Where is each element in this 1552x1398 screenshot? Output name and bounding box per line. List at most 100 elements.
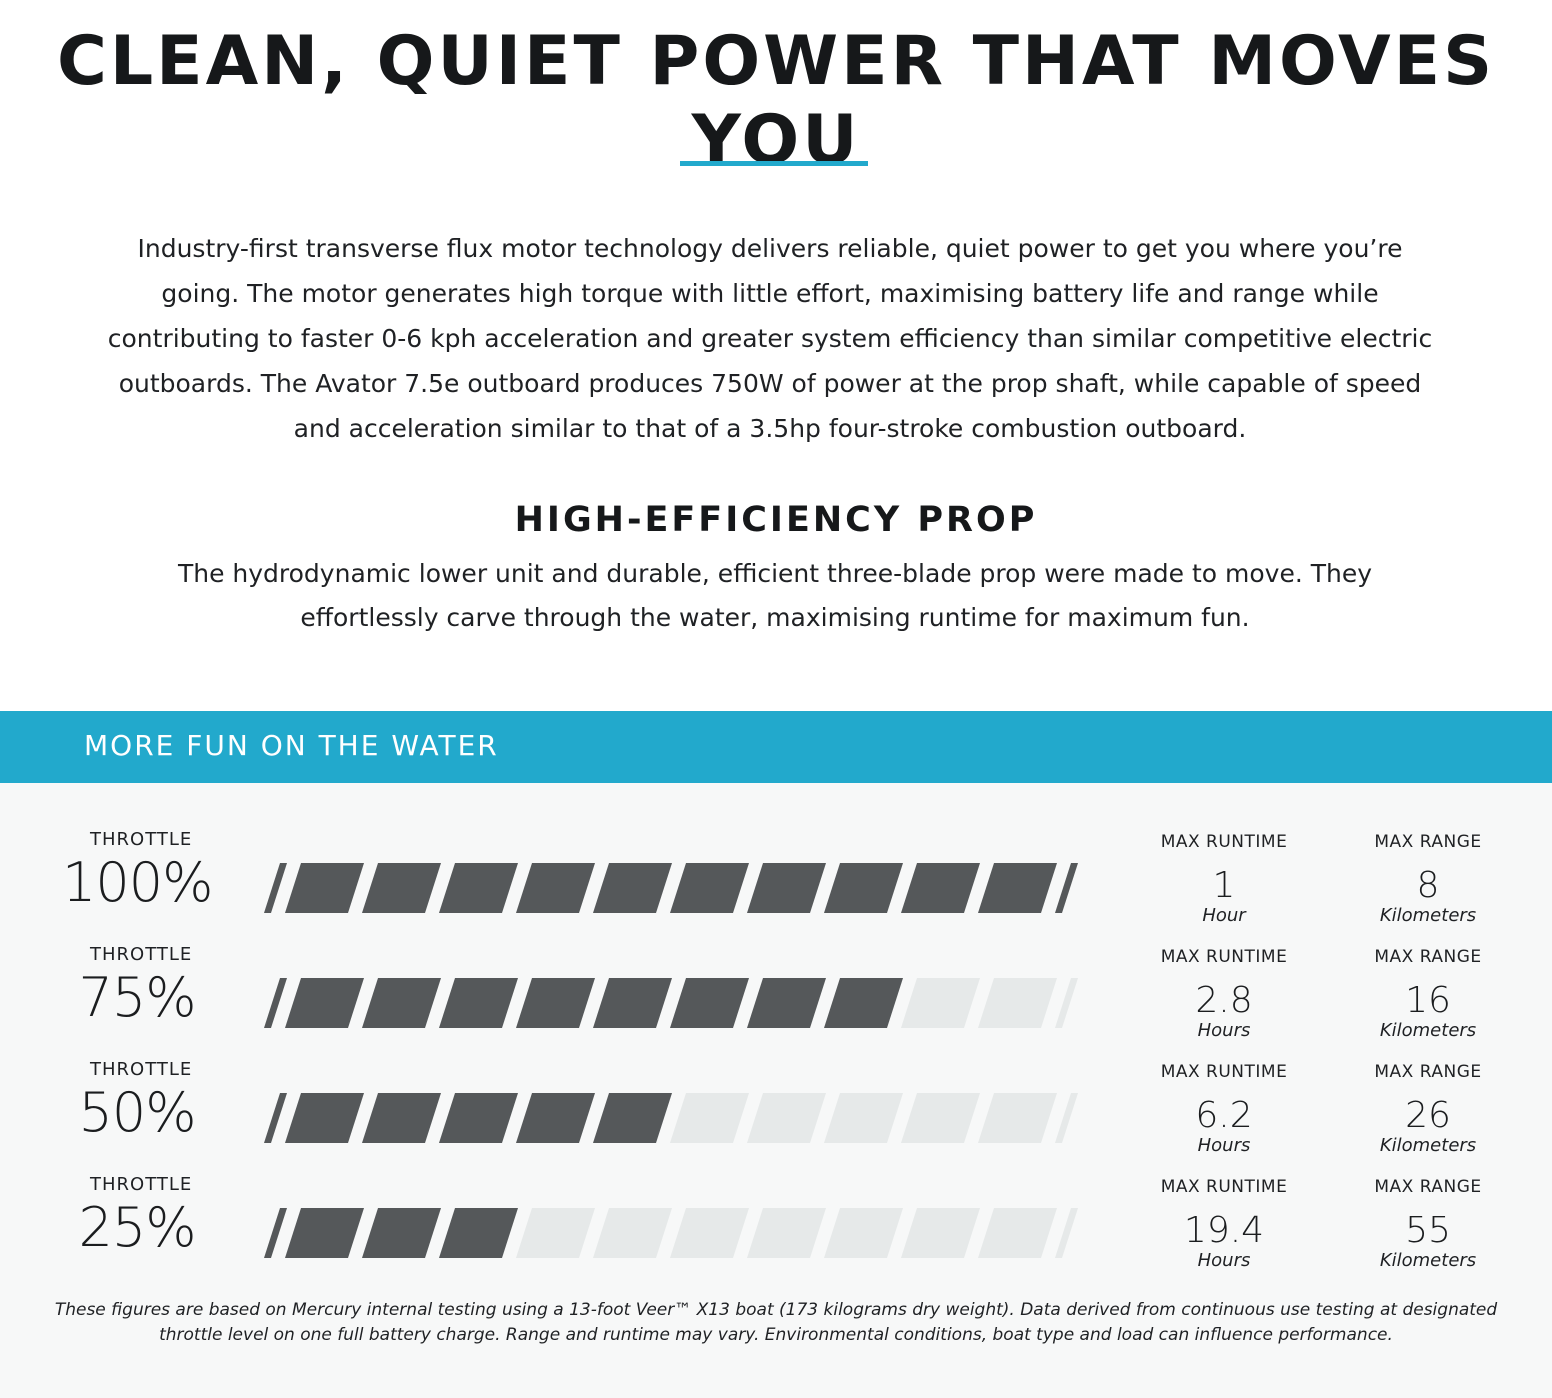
meter-segment-filled xyxy=(362,978,441,1028)
max-range-value: 26 xyxy=(1405,1095,1451,1136)
max-range-unit: Kilometers xyxy=(1379,905,1477,926)
meter-segment-empty xyxy=(901,1208,980,1258)
meter-segment-filled xyxy=(439,1093,518,1143)
max-runtime-value: 2.8 xyxy=(1195,980,1253,1021)
throttle-meter xyxy=(264,1093,1078,1143)
max-runtime-unit: Hours xyxy=(1197,1250,1251,1271)
meter-segment-filled xyxy=(901,863,980,913)
throttle-row: THROTTLE 50% MAX RUNTIME 6.2 Hours MAX R… xyxy=(0,1013,1552,1156)
meter-segment-empty xyxy=(747,1208,826,1258)
meter-start-slash xyxy=(264,1208,287,1258)
max-runtime-label: MAX RUNTIME xyxy=(1160,947,1288,967)
throttle-label: THROTTLE xyxy=(90,1059,193,1080)
meter-segment-filled xyxy=(362,1208,441,1258)
max-runtime-unit: Hours xyxy=(1197,1135,1251,1156)
meter-segment-filled xyxy=(362,863,441,913)
max-range-label: MAX RANGE xyxy=(1374,1177,1482,1197)
meter-end-slash xyxy=(1055,1208,1078,1258)
throttle-meter xyxy=(264,1208,1078,1258)
max-range: MAX RANGE 16 Kilometers xyxy=(1328,947,1528,1041)
throttle-percent: 50% xyxy=(78,1081,196,1144)
throttle-meter xyxy=(264,978,1078,1028)
throttle-row: THROTTLE 75% MAX RUNTIME 2.8 Hours MAX R… xyxy=(0,898,1552,1041)
max-range: MAX RANGE 8 Kilometers xyxy=(1328,832,1528,926)
intro-paragraph: Industry-first transverse flux motor tec… xyxy=(107,234,1433,443)
max-range-value: 8 xyxy=(1416,865,1440,906)
meter-start-slash xyxy=(264,863,287,913)
meter-segment-filled xyxy=(824,863,903,913)
meter-segment-filled xyxy=(747,978,826,1028)
max-runtime-value: 6.2 xyxy=(1195,1095,1253,1136)
throttle-row: THROTTLE 25% MAX RUNTIME 19.4 Hours MAX … xyxy=(0,1128,1552,1271)
meter-segment-empty xyxy=(670,1093,749,1143)
max-runtime-value: 1 xyxy=(1212,865,1236,906)
max-range-value: 55 xyxy=(1405,1210,1451,1251)
meter-segment-empty xyxy=(978,1208,1057,1258)
performance-banner: MORE FUN ON THE WATER xyxy=(0,711,1552,783)
max-runtime: MAX RUNTIME 2.8 Hours xyxy=(1124,947,1324,1041)
meter-segment-filled xyxy=(285,863,364,913)
meter-segment-empty xyxy=(978,1093,1057,1143)
meter-segment-empty xyxy=(978,978,1057,1028)
meter-segment-empty xyxy=(901,1093,980,1143)
meter-segment-filled xyxy=(285,1208,364,1258)
max-range-unit: Kilometers xyxy=(1379,1020,1477,1041)
meter-segment-empty xyxy=(824,1208,903,1258)
meter-end-slash xyxy=(1055,978,1078,1028)
throttle-row: THROTTLE 100% MAX RUNTIME 1 Hour MAX RAN… xyxy=(0,783,1552,926)
meter-segment-filled xyxy=(285,1093,364,1143)
max-runtime-label: MAX RUNTIME xyxy=(1160,832,1288,852)
meter-segment-filled xyxy=(516,1093,595,1143)
throttle-percent: 100% xyxy=(62,851,213,914)
throttle-percent: 75% xyxy=(78,966,196,1029)
meter-segment-filled xyxy=(439,863,518,913)
max-runtime-value: 19.4 xyxy=(1183,1210,1265,1251)
max-runtime: MAX RUNTIME 19.4 Hours xyxy=(1124,1177,1324,1271)
max-range-unit: Kilometers xyxy=(1379,1135,1477,1156)
max-range-label: MAX RANGE xyxy=(1374,947,1482,967)
max-runtime-label: MAX RUNTIME xyxy=(1160,1177,1288,1197)
meter-segment-filled xyxy=(670,978,749,1028)
meter-segment-empty xyxy=(901,978,980,1028)
max-range-value: 16 xyxy=(1405,980,1451,1021)
meter-segment-empty xyxy=(516,1208,595,1258)
throttle-meter xyxy=(264,863,1078,913)
meter-segment-filled xyxy=(824,978,903,1028)
max-range-label: MAX RANGE xyxy=(1374,1062,1482,1082)
performance-title: MORE FUN ON THE WATER xyxy=(84,729,499,762)
meter-segment-filled xyxy=(593,863,672,913)
meter-segment-filled xyxy=(285,978,364,1028)
meter-segment-filled xyxy=(593,978,672,1028)
meter-segment-empty xyxy=(747,1093,826,1143)
meter-segment-filled xyxy=(439,1208,518,1258)
max-runtime: MAX RUNTIME 6.2 Hours xyxy=(1124,1062,1324,1156)
meter-end-slash xyxy=(1055,1093,1078,1143)
prop-section-text: The hydrodynamic lower unit and durable,… xyxy=(177,559,1373,632)
meter-segment-empty xyxy=(593,1208,672,1258)
max-range: MAX RANGE 55 Kilometers xyxy=(1328,1177,1528,1271)
meter-segment-empty xyxy=(824,1093,903,1143)
meter-segment-empty xyxy=(670,1208,749,1258)
meter-segment-filled xyxy=(747,863,826,913)
meter-start-slash xyxy=(264,1093,287,1143)
footnote: These figures are based on Mercury inter… xyxy=(54,1300,1498,1345)
max-runtime-label: MAX RUNTIME xyxy=(1160,1062,1288,1082)
meter-start-slash xyxy=(264,978,287,1028)
max-runtime-unit: Hours xyxy=(1197,1020,1251,1041)
throttle-label: THROTTLE xyxy=(90,1174,193,1195)
meter-segment-filled xyxy=(593,1093,672,1143)
max-range-label: MAX RANGE xyxy=(1374,832,1482,852)
meter-segment-filled xyxy=(978,863,1057,913)
throttle-label: THROTTLE xyxy=(90,829,193,850)
throttle-label: THROTTLE xyxy=(90,944,193,965)
meter-segment-filled xyxy=(516,978,595,1028)
max-range: MAX RANGE 26 Kilometers xyxy=(1328,1062,1528,1156)
accent-divider xyxy=(680,161,868,166)
meter-end-slash xyxy=(1055,863,1078,913)
throttle-percent: 25% xyxy=(78,1196,196,1259)
meter-segment-filled xyxy=(516,863,595,913)
max-runtime-unit: Hour xyxy=(1202,905,1246,926)
max-range-unit: Kilometers xyxy=(1379,1250,1477,1271)
meter-segment-filled xyxy=(362,1093,441,1143)
prop-section-title: HIGH-EFFICIENCY PROP xyxy=(514,500,1038,540)
